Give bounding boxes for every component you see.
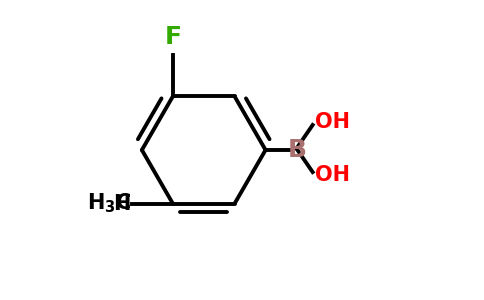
Text: $\mathregular{H_3C}$: $\mathregular{H_3C}$ [87, 192, 131, 215]
Text: H: H [113, 194, 131, 214]
Text: OH: OH [315, 112, 350, 132]
Text: F: F [164, 25, 182, 49]
Text: B: B [288, 138, 307, 162]
Text: OH: OH [315, 165, 350, 185]
